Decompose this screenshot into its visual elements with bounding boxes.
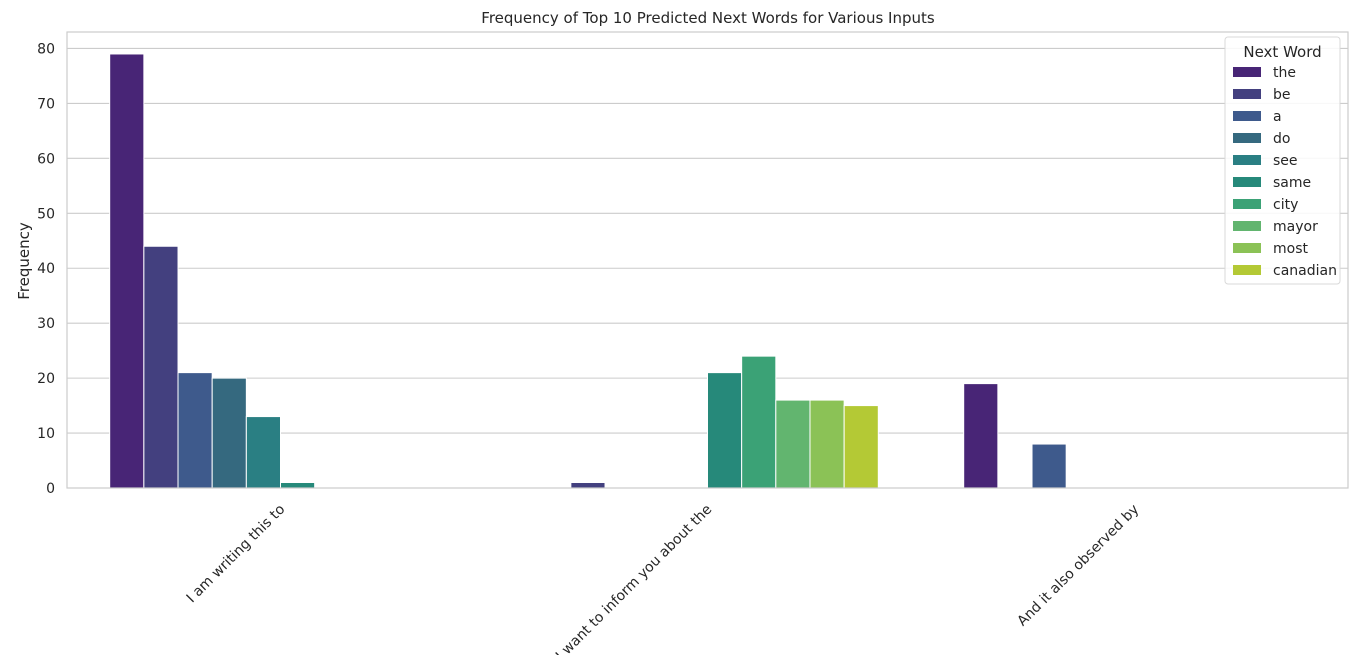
legend-label-most: most: [1273, 241, 1308, 257]
bars: [109, 53, 1067, 489]
legend-swatch-same: [1233, 177, 1261, 187]
legend-swatch-mayor: [1233, 221, 1261, 231]
chart-title: Frequency of Top 10 Predicted Next Words…: [481, 9, 935, 27]
x-tick-label: I want to inform you about the: [553, 502, 715, 655]
y-axis-title: Frequency: [15, 222, 33, 300]
bar-the-0: [109, 53, 145, 489]
legend-swatch-city: [1233, 199, 1261, 209]
legend-label-same: same: [1273, 175, 1311, 191]
legend-label-the: the: [1273, 65, 1296, 81]
y-tick-labels: 0 10 20 30 40 50 60 70 80: [37, 41, 55, 497]
y-tick-label: 60: [37, 151, 55, 167]
legend-label-mayor: mayor: [1273, 219, 1318, 235]
bar-be-0: [143, 245, 179, 489]
y-tick-label: 30: [37, 316, 55, 332]
y-tick-label: 50: [37, 206, 55, 222]
bar-be-1: [570, 482, 606, 489]
x-tick-labels: I am writing this to I want to inform you…: [184, 502, 1143, 655]
bar-see-0: [245, 416, 281, 489]
bar-most-1: [809, 399, 845, 489]
bar-do-0: [211, 377, 247, 489]
y-tick-label: 70: [37, 96, 55, 112]
legend-swatch-a: [1233, 111, 1261, 121]
legend-swatch-see: [1233, 155, 1261, 165]
y-tick-label: 20: [37, 371, 55, 387]
y-tick-label: 0: [46, 481, 55, 497]
x-tick-label: And it also observed by: [1014, 502, 1142, 630]
legend-swatch-be: [1233, 89, 1261, 99]
bar-city-1: [741, 355, 777, 489]
y-tick-label: 10: [37, 426, 55, 442]
bar-a-0: [177, 372, 213, 489]
y-tick-label: 40: [37, 261, 55, 277]
bar-mayor-1: [775, 399, 811, 489]
legend: Next Word the be a do see same city mayor most can…: [1224, 36, 1341, 285]
legend-label-a: a: [1273, 109, 1282, 125]
legend-label-city: city: [1273, 197, 1298, 213]
bar-canadian-1: [843, 405, 879, 489]
bar-same-0: [280, 482, 316, 489]
plot-frame: [66, 31, 1349, 489]
legend-swatch-canadian: [1233, 265, 1261, 275]
legend-swatch-most: [1233, 243, 1261, 253]
legend-label-see: see: [1273, 153, 1298, 169]
legend-label-be: be: [1273, 87, 1291, 103]
legend-label-canadian: canadian: [1273, 263, 1337, 279]
bar-same-1: [707, 372, 743, 489]
bar-a-2: [1031, 443, 1067, 489]
bar-the-2: [963, 383, 999, 489]
legend-label-do: do: [1273, 131, 1290, 147]
y-tick-label: 80: [37, 41, 55, 57]
legend-swatch-do: [1233, 133, 1261, 143]
x-tick-label: I am writing this to: [184, 502, 289, 607]
legend-title: Next Word: [1243, 43, 1321, 61]
legend-swatch-the: [1233, 67, 1261, 77]
